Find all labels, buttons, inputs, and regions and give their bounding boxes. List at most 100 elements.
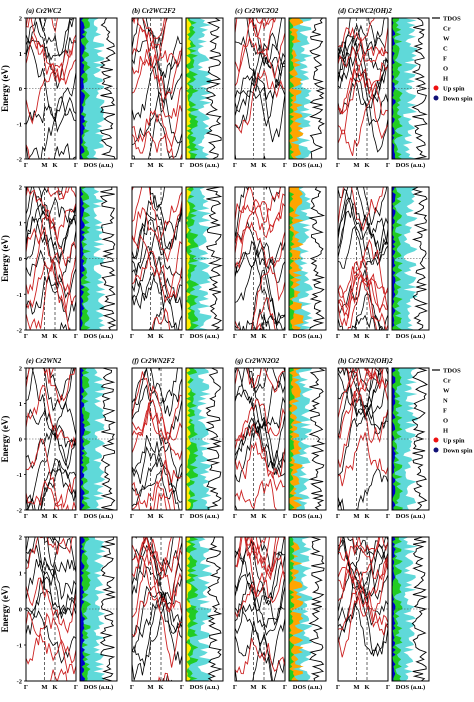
pdos-W-fill [392, 187, 396, 330]
y-axis-label: Energy (eV) [0, 235, 10, 282]
band-line-red [26, 187, 70, 201]
kpoint-label: M [250, 162, 256, 169]
band-line-black [338, 561, 388, 626]
band-line-black [31, 368, 76, 437]
band-line-red [132, 49, 182, 120]
tdos-line [309, 17, 326, 160]
legend-swatch [433, 95, 439, 101]
band-line-black [351, 314, 383, 330]
band-line-red [26, 226, 76, 313]
dos-axis-label: DOS (a.u.) [84, 513, 113, 520]
kpoint-label: Γ [24, 333, 28, 340]
band-line-red [338, 370, 388, 468]
legend-item-label: Cr [443, 26, 451, 33]
band-line-black [235, 579, 285, 637]
band-line-black [132, 256, 176, 330]
band-lines [132, 537, 182, 681]
panel-title: (b) Cr2WC2F2 [132, 7, 176, 15]
band-line-red [338, 255, 378, 330]
band-line-black [26, 249, 76, 299]
band-line-red [132, 50, 182, 100]
band-line-black [338, 18, 388, 83]
y-tick-label: -2 [17, 679, 22, 686]
band-line-black [26, 368, 76, 402]
dos-axis-label: DOS (a.u.) [396, 513, 425, 520]
panel: Γ M K Γ DOS (a.u.) (h) Cr2WN2(OH)2 [336, 357, 430, 520]
kpoint-label: M [353, 333, 359, 340]
legend-item-label: Down spin [443, 448, 473, 455]
band-line-black [37, 537, 76, 586]
legend-item-label: N [443, 398, 448, 405]
kpoint-label: Γ [283, 513, 287, 520]
band-lines [235, 18, 285, 159]
band-line-black [132, 469, 180, 510]
band-line-red [26, 258, 70, 330]
band-line-black [245, 368, 285, 394]
legend-item-label: F [443, 56, 447, 63]
panel: Γ M K Γ DOS (a.u.) (e) Cr2WN2 [24, 357, 118, 520]
band-line-red [53, 501, 69, 510]
dos-frame [185, 186, 224, 331]
kpoint-label: M [41, 513, 47, 520]
band-lines [235, 537, 285, 681]
band-line-red [26, 611, 76, 664]
kpoint-label: Γ [130, 333, 134, 340]
panel: Γ M K Γ DOS (a.u.) (b) Cr2WC2F2 [130, 7, 224, 169]
band-line-black [235, 417, 285, 475]
y-tick-label: 2 [19, 16, 22, 23]
panel-title: (c) Cr2WC2O2 [235, 7, 279, 15]
band-line-red [251, 264, 285, 330]
kpoint-label: K [52, 513, 57, 520]
band-line-red [26, 59, 76, 125]
legend-item-label: H [443, 76, 448, 83]
band-line-red [26, 537, 74, 570]
dos-frame [391, 536, 430, 682]
dos-axis-label: DOS (a.u.) [396, 684, 425, 691]
kpoint-label: K [52, 684, 57, 691]
kpoint-label: Γ [386, 333, 390, 340]
band-line-black [132, 513, 182, 524]
dos-axis-label: DOS (a.u.) [84, 684, 113, 691]
band-line-red [26, 384, 76, 450]
band-line-black [338, 70, 388, 153]
kpoint-label: Γ [24, 162, 28, 169]
band-lines [26, 18, 76, 159]
band-line-red [235, 441, 285, 492]
pdos-O-fill [289, 18, 304, 159]
kpoint-label: Γ [180, 684, 184, 691]
band-line-black [132, 195, 182, 273]
band-line-black [235, 52, 285, 117]
band-line-red [26, 612, 76, 675]
band-line-red [153, 459, 176, 510]
band-line-black [235, 59, 285, 100]
band-line-red [26, 34, 76, 84]
band-line-red [132, 394, 182, 441]
band-line-black [235, 238, 285, 303]
legend-item-label: H [443, 428, 448, 435]
dos-axis-label: DOS (a.u.) [293, 162, 322, 169]
band-line-black [132, 155, 136, 159]
kpoint-label: K [364, 162, 369, 169]
band-lines [235, 368, 285, 510]
kpoint-label: M [41, 333, 47, 340]
band-line-black [26, 557, 76, 620]
band-line-red [338, 266, 388, 311]
pdos-C-fill [289, 187, 295, 330]
band-line-black [132, 435, 182, 495]
kpoint-label: M [250, 513, 256, 520]
pdos-F-fill [186, 18, 192, 159]
kpoint-label: M [353, 513, 359, 520]
band-line-black [338, 292, 385, 330]
kpoint-label: K [364, 513, 369, 520]
band-line-black [26, 537, 76, 574]
dos-frame [79, 367, 118, 511]
dos-frame [288, 536, 327, 682]
dos-frame [79, 186, 118, 331]
y-tick-label: 1 [19, 220, 22, 227]
band-lines [132, 18, 182, 159]
pdos-F-fill [186, 537, 192, 681]
band-line-red [235, 422, 285, 479]
